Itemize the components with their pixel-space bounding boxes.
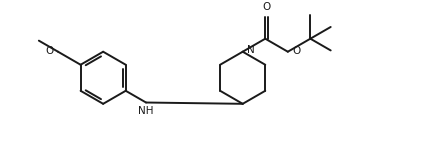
Text: O: O <box>262 2 271 12</box>
Text: O: O <box>45 46 53 56</box>
Text: O: O <box>293 46 301 56</box>
Text: N: N <box>247 45 255 55</box>
Text: NH: NH <box>138 106 154 116</box>
